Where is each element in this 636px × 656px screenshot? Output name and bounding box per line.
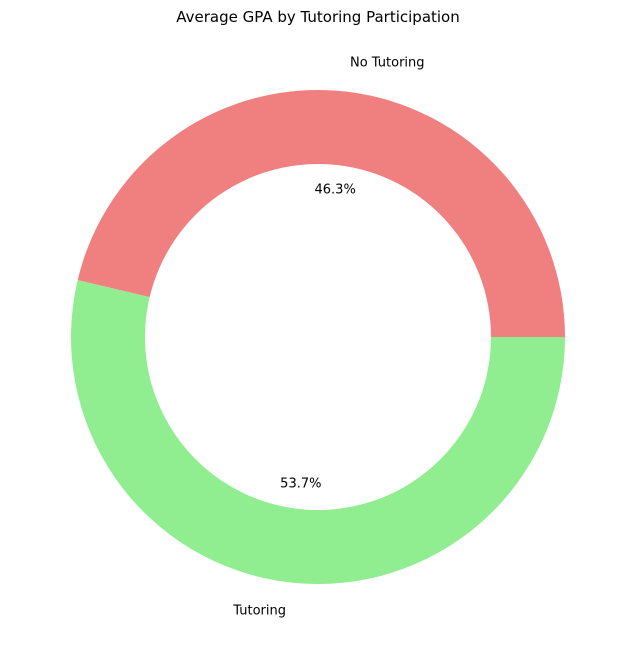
slice-percent-label: 46.3%: [315, 182, 356, 197]
slice-percent-label: 53.7%: [280, 477, 321, 492]
donut-slices: [70, 89, 566, 584]
donut-labels: No Tutoring 46.3% Tutoring 53.7%: [232, 55, 424, 618]
donut-slice-tutoring: [70, 280, 565, 584]
donut-slice-no-tutoring: [77, 89, 566, 338]
chart-title: Average GPA by Tutoring Participation: [176, 8, 460, 26]
slice-label: No Tutoring: [350, 55, 425, 70]
slice-label: Tutoring: [232, 604, 286, 619]
